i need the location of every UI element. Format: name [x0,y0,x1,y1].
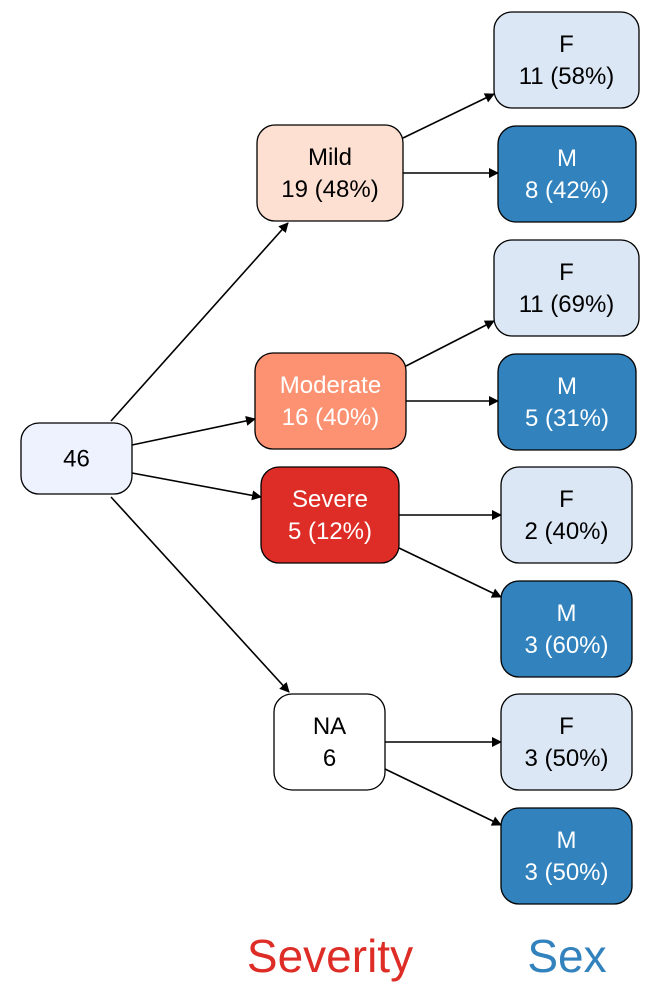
edge-moderate-to-f [405,320,495,367]
sex-node-moderate-m-count: 5 (31%) [525,405,609,432]
sex-node-na-f-name: F [559,713,574,740]
sex-node-moderate-f-box [493,239,640,337]
edge-root-to-mild [110,222,289,422]
sex-node-severe-f-count: 2 (40%) [524,518,608,545]
severity-node-moderate-box [254,352,407,450]
level-labels: Severity Sex [247,930,607,982]
sex-node-severe-m-box [500,580,633,678]
severity-node-mild-name: Mild [308,144,352,171]
severity-node-na-box [273,693,386,791]
sex-node-mild-m-name: M [557,145,577,172]
severity-node-severe-name: Severe [292,486,368,513]
root-node-count: 46 [63,446,90,473]
edge-root-to-severe [131,472,262,501]
sex-node-moderate-m: M 5 (31%) [497,353,637,451]
sex-node-na-f: F 3 (50%) [500,693,633,791]
severity-node-mild: Mild 19 (48%) [256,124,404,222]
edges [110,93,502,826]
severity-node-mild-count: 19 (48%) [281,176,378,203]
sex-node-mild-f-count: 11 (58%) [519,63,615,90]
sex-node-moderate-m-name: M [557,373,577,400]
sex-node-moderate-f-name: F [559,259,574,286]
severity-node-na: NA 6 [273,693,386,791]
sex-node-na-m-count: 3 (50%) [524,859,608,886]
sex-node-mild-f-name: F [559,31,574,58]
severity-node-severe: Severe 5 (12%) [260,466,400,564]
sex-node-moderate-f: F 11 (69%) [493,239,640,337]
sex-level-label: Sex [527,930,606,982]
sex-node-na-m-box [500,807,633,905]
sex-node-moderate-m-box [497,353,637,451]
sex-node-severe-m: M 3 (60%) [500,580,633,678]
severity-node-moderate-name: Moderate [280,372,381,399]
sex-node-mild-m-box [497,125,637,223]
edge-mild-to-f [402,93,495,139]
sex-node-severe-m-count: 3 (60%) [524,632,608,659]
edge-root-to-moderate [131,415,256,446]
root-node-box [20,422,133,495]
sex-node-severe-f-box [500,466,633,564]
severity-node-na-name: NA [313,713,346,740]
root-node: 46 [20,422,133,495]
edge-root-to-na [110,496,290,693]
sex-node-mild-f-box [493,11,640,109]
sex-node-mild-f: F 11 (58%) [493,11,640,109]
sex-node-moderate-f-count: 11 (69%) [519,291,615,318]
edge-na-to-m [384,768,502,826]
severity-level-label: Severity [247,930,413,982]
sex-node-na-m-name: M [557,827,577,854]
nodes: 46 Mild 19 (48%) Moderate 16 (40%) Severe 5 (1… [20,11,640,905]
severity-node-moderate: Moderate 16 (40%) [254,352,407,450]
sex-node-mild-m: M 8 (42%) [497,125,637,223]
severity-node-na-count: 6 [323,745,336,772]
severity-node-severe-box [260,466,400,564]
severity-node-mild-box [256,124,404,222]
sex-node-na-f-count: 3 (50%) [524,745,608,772]
sex-node-mild-m-count: 8 (42%) [525,177,609,204]
sex-node-severe-f: F 2 (40%) [500,466,633,564]
sex-node-severe-f-name: F [559,486,574,513]
severity-node-moderate-count: 16 (40%) [282,404,379,431]
sex-node-na-f-box [500,693,633,791]
sex-node-severe-m-name: M [557,600,577,627]
edge-severe-to-m [398,547,502,598]
severity-node-severe-count: 5 (12%) [288,518,372,545]
sex-node-na-m: M 3 (50%) [500,807,633,905]
